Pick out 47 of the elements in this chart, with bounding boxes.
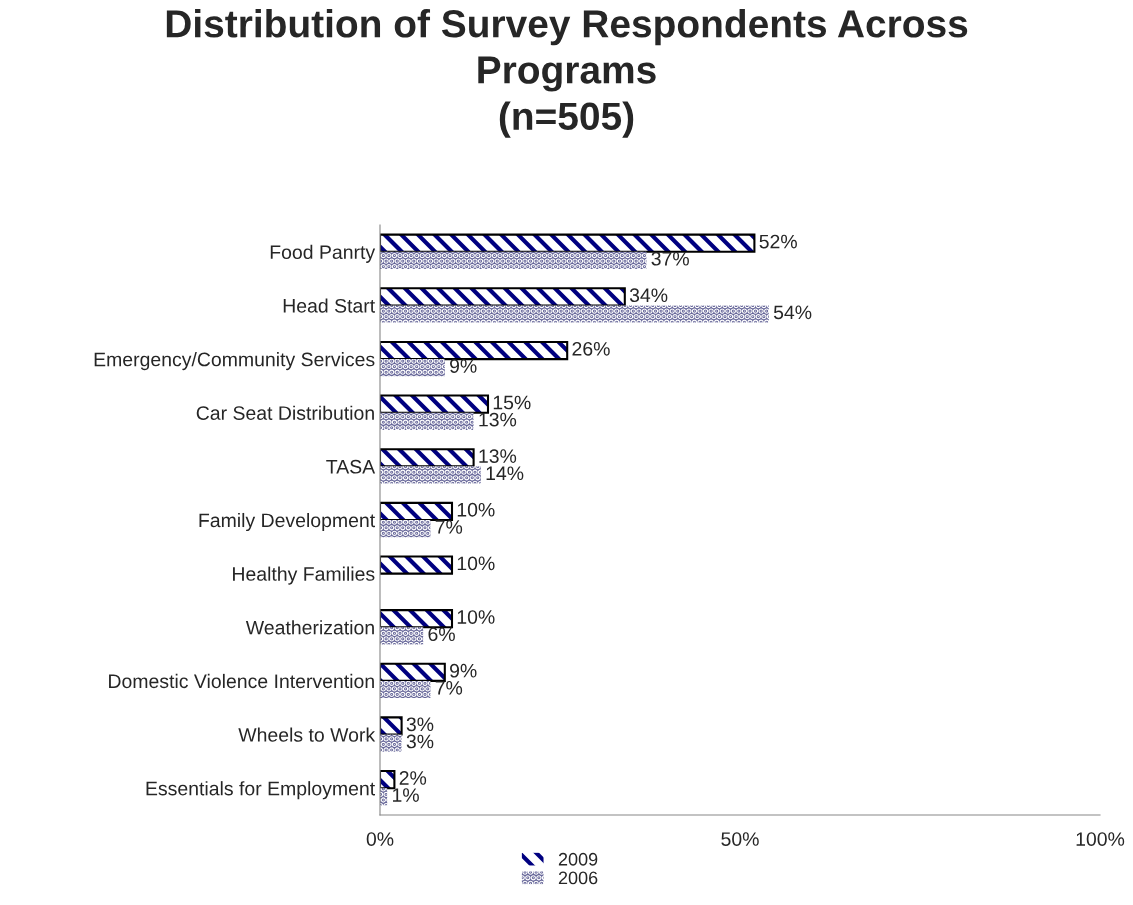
- bar: [380, 520, 431, 538]
- y-tick-label: Emergency/Community Services: [94, 352, 375, 371]
- bar: [380, 734, 402, 752]
- x-tick-label: 100%: [1076, 832, 1125, 846]
- y-tick-label: Weatherization: [245, 620, 374, 635]
- data-label: 2%: [399, 771, 427, 785]
- x-tick-label: 0%: [366, 832, 394, 846]
- data-label: 15%: [493, 395, 531, 410]
- data-label: 14%: [486, 466, 524, 481]
- bar: [380, 680, 431, 699]
- y-tick-label: Healthy Families: [233, 566, 375, 585]
- bar: [380, 627, 424, 645]
- data-label: 54%: [773, 305, 812, 320]
- y-tick-label: Domestic Violence Intervention: [109, 673, 374, 689]
- data-label: 13%: [479, 412, 517, 427]
- y-tick-label: Food Panrty: [270, 244, 376, 263]
- data-label: 37%: [651, 251, 689, 266]
- data-label: 9%: [450, 663, 477, 678]
- data-label: 7%: [435, 681, 463, 695]
- data-label: 26%: [572, 341, 610, 356]
- x-tick-label: 50%: [721, 832, 759, 846]
- data-label: 6%: [428, 627, 455, 642]
- data-label: 9%: [450, 359, 477, 373]
- data-label: 10%: [457, 502, 495, 517]
- bar: [380, 251, 647, 269]
- data-label: 52%: [759, 234, 797, 249]
- y-tick-label: Wheels to Work: [238, 727, 376, 742]
- data-label: 7%: [435, 520, 463, 534]
- data-label: 10%: [457, 610, 495, 624]
- y-tick-label: Essentials for Employment: [146, 781, 376, 800]
- y-tick-label: TASA: [326, 459, 376, 474]
- y-tick-label: Car Seat Distribution: [196, 405, 374, 420]
- bar: [380, 359, 445, 377]
- data-label: 3%: [406, 717, 434, 732]
- legend-label: 2006: [558, 871, 598, 885]
- bar: [380, 466, 481, 484]
- legend-label: 2009: [558, 852, 598, 866]
- y-tick-label: Head Start: [283, 298, 375, 313]
- data-label: 10%: [457, 556, 495, 571]
- bar: [380, 305, 769, 323]
- y-tick-label: Family Development: [199, 512, 376, 532]
- data-label: 34%: [629, 288, 668, 303]
- data-label: 3%: [406, 734, 434, 749]
- data-label: 13%: [479, 449, 517, 463]
- chart-title: Distribution of Survey Respondents Across Programs (n=505): [166, 9, 968, 138]
- bar: [380, 412, 474, 430]
- data-label: 1%: [393, 788, 419, 802]
